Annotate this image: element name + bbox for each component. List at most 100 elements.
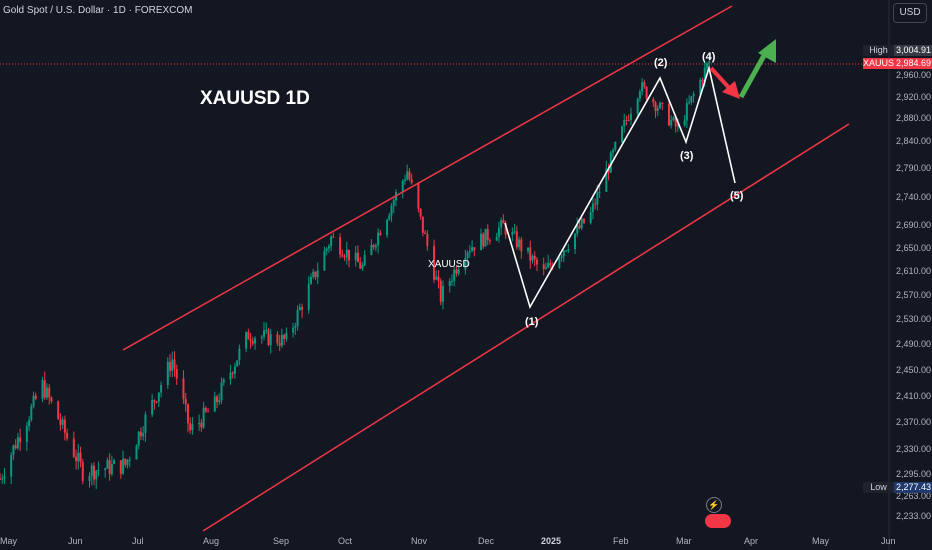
candle-body [670, 120, 673, 126]
candle-body [403, 179, 406, 182]
candle-body [189, 423, 192, 431]
price-tick: 2,263.00 [896, 491, 932, 501]
candle-body [81, 461, 84, 481]
candle-body [59, 419, 62, 425]
candle-body [442, 285, 444, 302]
arrow-down-red[interactable] [709, 66, 740, 99]
channel-upper-line[interactable] [122, 5, 733, 351]
candle-body [594, 203, 597, 205]
candle-body [480, 233, 483, 251]
candle-body [629, 113, 632, 121]
candle-body [316, 270, 319, 278]
candle-body [623, 119, 626, 127]
wave-path[interactable] [504, 64, 736, 310]
candle-body [676, 125, 679, 127]
candle-body [567, 249, 570, 251]
candle-body [75, 456, 78, 462]
candle-body [122, 458, 125, 474]
candle-body [531, 255, 534, 261]
candle-body [50, 397, 53, 402]
candle-body [580, 218, 583, 229]
candle-body [191, 424, 194, 431]
candle-body [591, 203, 594, 213]
candle-body [641, 82, 644, 92]
candle-body [390, 205, 393, 216]
arrow-up-green[interactable] [738, 39, 776, 99]
candle-body [301, 306, 304, 310]
time-tick: May [0, 536, 18, 546]
candle-body [202, 407, 205, 428]
candle-body [627, 119, 630, 121]
candle-body [504, 223, 507, 235]
candle-body [433, 246, 436, 280]
candle-body [267, 329, 270, 346]
candle-body [325, 248, 328, 252]
candle-body [614, 142, 617, 150]
candle-body [361, 265, 364, 269]
candle-body [654, 102, 657, 111]
candle-body [200, 422, 203, 428]
events-flag-icon[interactable] [705, 514, 731, 528]
wave-label-5[interactable]: (5) [730, 190, 744, 202]
wave-label-1[interactable]: (1) [525, 316, 539, 328]
candle-body [576, 225, 579, 234]
candle-body [3, 476, 6, 479]
candle-body [139, 431, 142, 437]
price-tick: 2,233.00 [896, 511, 932, 521]
candle-body [515, 231, 518, 248]
wave-label-3[interactable]: (3) [680, 150, 694, 162]
candle-body [482, 233, 485, 247]
candle-body [453, 269, 456, 281]
candle-body [269, 334, 272, 346]
candle-body [439, 280, 442, 302]
chart-main-label[interactable]: XAUUSD 1D [200, 88, 310, 109]
candle-body [135, 445, 138, 460]
candle-body [652, 99, 655, 103]
candle-body [392, 200, 395, 206]
candle-body [280, 334, 283, 346]
candle-body [0, 478, 1, 480]
candle-body [582, 218, 585, 223]
candle-body [598, 191, 601, 193]
candle-body [435, 276, 438, 280]
candle-body [620, 126, 623, 143]
candle-body [222, 379, 225, 383]
currency-button[interactable]: USD [893, 3, 927, 23]
candle-body [421, 216, 424, 233]
candle-body [186, 404, 189, 424]
channel-lower-line[interactable] [202, 123, 850, 532]
candle-body [520, 239, 523, 252]
candle-body [285, 332, 288, 339]
candle-body [236, 360, 239, 367]
candle-body [542, 264, 545, 270]
candle-body [701, 79, 704, 82]
candle-body [108, 460, 111, 475]
candle-body [19, 437, 22, 442]
price-tick: 2,740.00 [896, 192, 932, 202]
candle-body [238, 348, 241, 361]
candle-body [596, 192, 599, 205]
price-tick: 2,295.00 [896, 469, 932, 479]
candle-body [471, 247, 474, 252]
wave-label-2[interactable]: (2) [654, 57, 668, 69]
candle-body [466, 252, 469, 258]
candle-body [254, 338, 257, 344]
wave-label-4[interactable]: (4) [702, 51, 716, 63]
candle-body [263, 330, 266, 337]
candle-body [30, 406, 33, 421]
candle-body [549, 262, 552, 266]
candle-body [690, 96, 693, 103]
candle-body [419, 208, 422, 217]
candle-body [175, 368, 178, 379]
candle-body [339, 237, 342, 255]
candle-body [110, 463, 113, 475]
lightning-icon[interactable]: ⚡ [706, 497, 722, 513]
candle-body [473, 247, 476, 251]
time-tick: Sep [273, 536, 290, 546]
candle-body [245, 332, 248, 349]
time-tick: Aug [203, 536, 220, 546]
chart-symbol-label[interactable]: XAUUSD [428, 259, 470, 270]
candle-body [547, 262, 550, 268]
candle-body [43, 380, 46, 398]
